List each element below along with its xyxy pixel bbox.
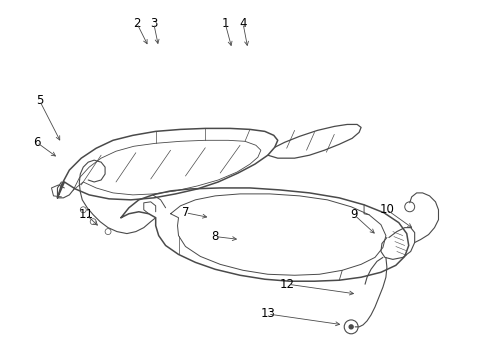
Text: 1: 1 <box>221 17 228 30</box>
Text: 12: 12 <box>280 278 295 291</box>
Circle shape <box>348 325 352 329</box>
Text: 10: 10 <box>379 203 393 216</box>
Text: 2: 2 <box>133 17 140 30</box>
Text: 11: 11 <box>79 208 94 221</box>
Text: 6: 6 <box>33 136 41 149</box>
Text: 8: 8 <box>211 230 219 243</box>
Text: 5: 5 <box>36 94 43 107</box>
Text: 7: 7 <box>182 206 189 219</box>
Text: 13: 13 <box>260 307 275 320</box>
Text: 3: 3 <box>150 17 157 30</box>
Text: 4: 4 <box>239 17 246 30</box>
Text: 9: 9 <box>350 208 357 221</box>
